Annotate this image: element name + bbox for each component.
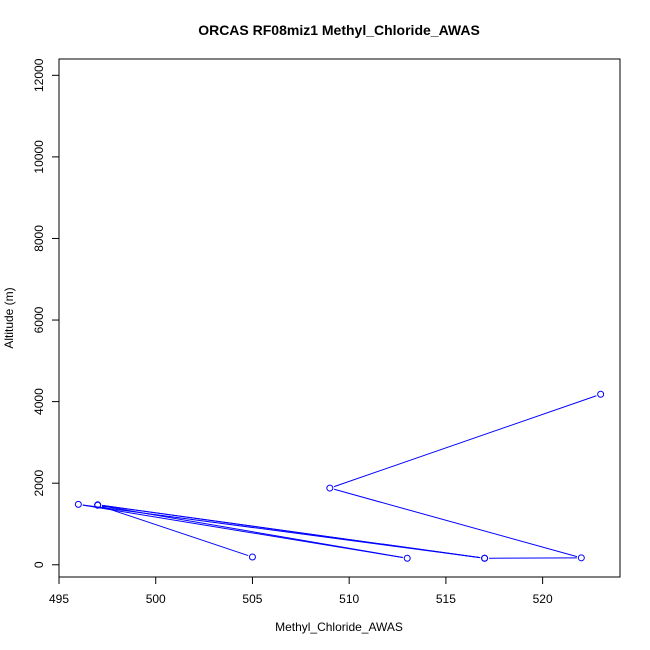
y-tick-label: 2000 [32,470,46,497]
series-segment [333,395,597,488]
data-point [74,500,82,508]
x-tick-label: 500 [146,592,166,606]
data-point [481,554,489,562]
data-point [577,554,585,562]
y-tick-label: 10000 [32,140,46,174]
x-axis: 495 500 505 510 515 520 [49,576,553,606]
x-tick-label: 515 [436,592,456,606]
series-segment [102,505,403,558]
data-point [94,501,102,509]
chart-title: ORCAS RF08miz1 Methyl_Chloride_AWAS [198,22,480,38]
y-axis: 0 2000 4000 6000 8000 10000 12000 [32,58,60,568]
data-point [326,484,334,492]
y-axis-label: Altitude (m) [2,287,16,348]
plot-frame [58,58,621,578]
x-tick-label: 505 [242,592,262,606]
x-axis-label: Methyl_Chloride_AWAS [275,620,403,634]
y-tick-label: 12000 [32,58,46,92]
series-segment [334,488,578,558]
y-tick-label: 8000 [32,225,46,252]
y-tick-label: 6000 [32,306,46,333]
x-tick-label: 520 [533,592,553,606]
x-tick-label: 495 [49,592,69,606]
series-layer [74,390,605,562]
data-point [403,554,411,562]
series-segment [101,506,249,557]
data-point [248,553,256,561]
y-tick-label: 4000 [32,388,46,415]
x-tick-label: 510 [339,592,359,606]
data-point [597,390,605,398]
y-tick-label: 0 [32,561,46,568]
